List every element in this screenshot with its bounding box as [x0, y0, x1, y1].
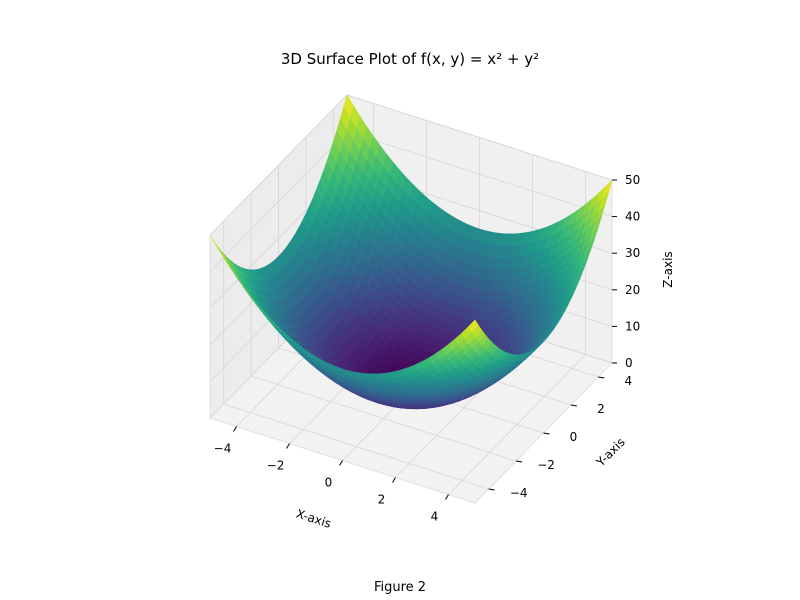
y-tick: [516, 460, 523, 463]
x-tick-label: 4: [431, 510, 439, 524]
x-tick: [392, 477, 396, 483]
z-tick-label: 0: [625, 356, 633, 370]
z-tick-label: 20: [625, 283, 640, 297]
x-axis-label: X-axis: [294, 506, 333, 530]
y-tick-label: −4: [510, 486, 528, 500]
y-tick-label: 2: [597, 402, 605, 416]
y-tick-label: 0: [570, 430, 578, 444]
x-tick-label: −2: [267, 459, 285, 473]
y-tick: [598, 376, 605, 379]
y-tick-label: −2: [537, 458, 555, 472]
x-tick-label: −4: [214, 442, 232, 456]
grid-line-z: [346, 131, 613, 217]
y-tick: [543, 432, 550, 435]
x-tick: [339, 460, 343, 466]
z-tick-label: 30: [625, 246, 640, 260]
grid-line-z: [346, 94, 613, 181]
z-tick-label: 40: [625, 210, 640, 224]
y-axis-label: Y-axis: [593, 435, 628, 470]
x-tick-label: 0: [325, 476, 333, 490]
y-tick: [570, 404, 577, 407]
y-tick-label: 4: [624, 374, 632, 388]
grid-line-y: [250, 375, 517, 462]
z-tick-label: 50: [625, 173, 640, 187]
x-tick: [233, 426, 237, 432]
y-tick: [488, 488, 495, 491]
z-axis-label: Z-axis: [661, 251, 675, 287]
z-tick-label: 10: [625, 319, 640, 333]
figure-caption: Figure 2: [373, 580, 427, 595]
surface-facet: [467, 319, 479, 333]
grid-line-z: [209, 131, 348, 272]
x-tick: [445, 494, 449, 500]
x-tick-label: 2: [378, 493, 386, 507]
surface-mesh: [209, 94, 613, 410]
grid-line-y: [223, 403, 489, 490]
chart-title: 3D Surface Plot of f(x, y) = x² + y²: [281, 50, 539, 68]
x-tick: [286, 443, 290, 449]
grid-line-z: [209, 94, 348, 236]
